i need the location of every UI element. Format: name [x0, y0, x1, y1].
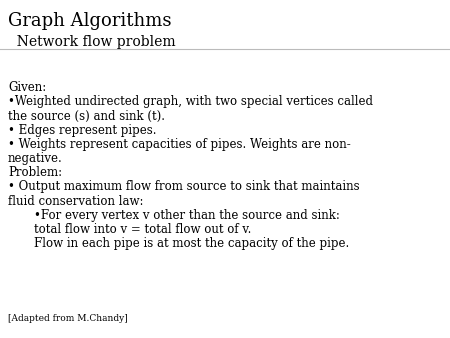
Text: •Weighted undirected graph, with two special vertices called: •Weighted undirected graph, with two spe… — [8, 95, 373, 108]
Text: • Edges represent pipes.: • Edges represent pipes. — [8, 124, 157, 137]
Text: Flow in each pipe is at most the capacity of the pipe.: Flow in each pipe is at most the capacit… — [34, 237, 349, 250]
Text: Problem:: Problem: — [8, 166, 62, 179]
Text: Given:: Given: — [8, 81, 46, 94]
Text: fluid conservation law:: fluid conservation law: — [8, 195, 144, 208]
Text: the source (s) and sink (t).: the source (s) and sink (t). — [8, 110, 165, 122]
Text: negative.: negative. — [8, 152, 63, 165]
Text: •For every vertex v other than the source and sink:: •For every vertex v other than the sourc… — [34, 209, 340, 222]
Text: Network flow problem: Network flow problem — [8, 35, 176, 49]
Text: total flow into v = total flow out of v.: total flow into v = total flow out of v. — [34, 223, 251, 236]
Text: • Weights represent capacities of pipes. Weights are non-: • Weights represent capacities of pipes.… — [8, 138, 351, 151]
Text: [Adapted from M.Chandy]: [Adapted from M.Chandy] — [8, 314, 128, 323]
Text: • Output maximum flow from source to sink that maintains: • Output maximum flow from source to sin… — [8, 180, 360, 193]
Text: Graph Algorithms: Graph Algorithms — [8, 12, 171, 30]
